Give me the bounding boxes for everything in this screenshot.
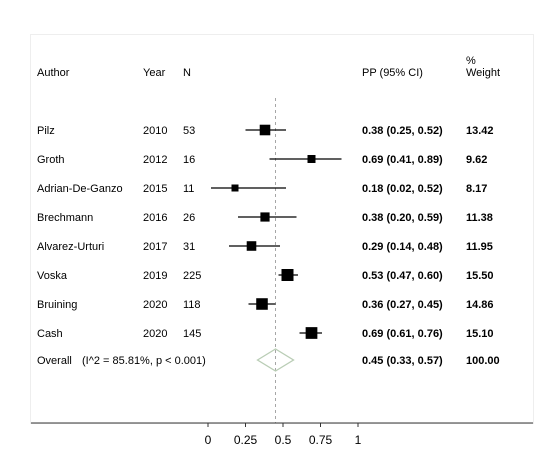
header-pp-ci: PP (95% CI): [362, 67, 423, 79]
study-pp-ci: 0.38 (0.25, 0.52): [362, 125, 443, 137]
study-author: Adrian-De-Ganzo: [37, 183, 123, 195]
column-headers: Author Year N PP (95% CI) % Weight: [37, 55, 500, 79]
study-weight: 8.17: [466, 183, 487, 195]
header-weight: Weight: [466, 67, 500, 79]
header-author: Author: [37, 67, 70, 79]
study-rows: Pilz 2010 53 0.38 (0.25, 0.52) 13.42 Groth 201…: [37, 125, 500, 367]
study-pp-ci: 0.38 (0.20, 0.59): [362, 212, 443, 224]
study-weight: 15.50: [466, 270, 494, 282]
study-author: Brechmann: [37, 212, 93, 224]
study-n: 225: [183, 270, 201, 282]
x-axis: 0 0.25 0.5 0.75 1: [31, 422, 533, 447]
study-year: 2020: [143, 299, 167, 311]
study-pp-ci: 0.29 (0.14, 0.48): [362, 241, 443, 253]
plot-panel: [31, 35, 533, 423]
study-author: Cash: [37, 328, 63, 340]
study-n: 16: [183, 154, 195, 166]
study-weight: 11.38: [466, 212, 493, 224]
study-n: 26: [183, 212, 195, 224]
study-year: 2016: [143, 212, 167, 224]
study-point-marker: [307, 155, 316, 163]
overall-heterogeneity: (I^2 = 85.81%, p < 0.001): [82, 355, 206, 367]
study-point-marker: [256, 298, 268, 310]
study-point-marker: [246, 241, 257, 251]
study-pp-ci: 0.53 (0.47, 0.60): [362, 270, 443, 282]
study-weight: 9.62: [466, 154, 487, 166]
chart-marks: [211, 98, 342, 423]
overall-diamond: [256, 348, 295, 372]
overall-label: Overall: [37, 355, 72, 367]
study-author: Groth: [37, 154, 65, 166]
study-point-marker: [305, 327, 318, 339]
study-n: 53: [183, 125, 195, 137]
study-pp-ci: 0.18 (0.02, 0.52): [362, 183, 443, 195]
study-point-marker: [260, 212, 270, 222]
study-author: Alvarez-Urturi: [37, 241, 104, 253]
study-weight: 13.42: [466, 125, 494, 137]
study-point-marker: [281, 269, 294, 281]
study-point-marker: [259, 124, 271, 136]
study-n: 31: [183, 241, 195, 253]
study-pp-ci: 0.69 (0.61, 0.76): [362, 328, 443, 340]
study-year: 2020: [143, 328, 167, 340]
x-tick-label: 0.5: [275, 433, 292, 447]
study-author: Bruining: [37, 299, 77, 311]
header-year: Year: [143, 67, 166, 79]
study-weight: 15.10: [466, 328, 494, 340]
study-weight: 14.86: [466, 299, 494, 311]
study-weight: 11.95: [466, 241, 493, 253]
x-tick-label: 1: [355, 433, 362, 447]
x-tick-label: 0: [205, 433, 212, 447]
study-n: 145: [183, 328, 201, 340]
study-author: Pilz: [37, 125, 55, 137]
header-weight-percent: %: [466, 55, 476, 67]
study-year: 2015: [143, 183, 167, 195]
header-n: N: [183, 67, 191, 79]
x-tick-label: 0.75: [309, 433, 333, 447]
overall-weight: 100.00: [466, 355, 500, 367]
study-pp-ci: 0.36 (0.27, 0.45): [362, 299, 443, 311]
study-year: 2012: [143, 154, 167, 166]
study-pp-ci: 0.69 (0.41, 0.89): [362, 154, 443, 166]
x-tick-label: 0.25: [234, 433, 258, 447]
study-point-marker: [231, 184, 239, 192]
study-year: 2017: [143, 241, 167, 253]
study-author: Voska: [37, 270, 68, 282]
study-year: 2019: [143, 270, 167, 282]
study-n: 11: [183, 183, 194, 195]
study-year: 2010: [143, 125, 167, 137]
study-n: 118: [183, 299, 201, 311]
overall-pp-ci: 0.45 (0.33, 0.57): [362, 355, 443, 367]
